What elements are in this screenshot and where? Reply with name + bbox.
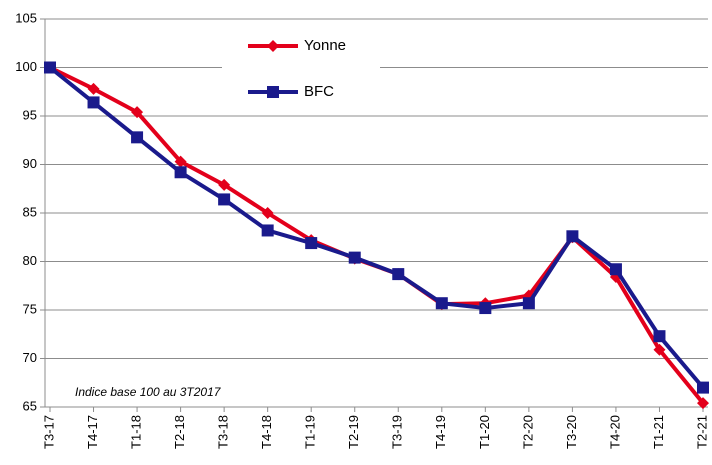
marker (566, 230, 579, 243)
y-tick-label: 70 (23, 350, 37, 365)
marker (174, 166, 187, 179)
y-tick-label: 90 (23, 156, 37, 171)
legend-marker (267, 86, 279, 98)
x-tick-label: T3-17 (41, 415, 56, 449)
legend-box (222, 28, 380, 103)
x-tick-label: T3-18 (216, 415, 231, 449)
y-tick-label: 85 (23, 204, 37, 219)
marker (479, 302, 492, 315)
x-tick-label: T2-18 (172, 415, 187, 449)
x-tick-label: T1-19 (303, 415, 318, 449)
marker (305, 237, 318, 250)
marker (653, 330, 666, 343)
x-tick-label: T2-19 (346, 415, 361, 449)
marker (653, 343, 666, 356)
series (44, 61, 709, 410)
x-tick-label: T2-21 (694, 415, 709, 449)
x-tick-label: T4-17 (85, 415, 100, 449)
grid (45, 18, 708, 408)
marker (609, 263, 622, 276)
marker (348, 251, 361, 264)
y-tick-label: 95 (23, 107, 37, 122)
y-tick-label: 75 (23, 301, 37, 316)
marker (44, 61, 56, 74)
marker (261, 207, 274, 219)
marker (697, 381, 709, 394)
series-line (48, 65, 705, 389)
marker (435, 297, 448, 310)
marker (392, 268, 405, 281)
marker (87, 82, 100, 95)
legend-label: BFC (304, 83, 334, 100)
marker (87, 96, 100, 109)
marker (131, 106, 144, 119)
marker (174, 155, 187, 168)
marker (261, 224, 274, 237)
x-tick-label: T3-19 (390, 415, 405, 449)
series (44, 61, 709, 394)
x-tick-label: T4-20 (607, 415, 622, 449)
x-tick-label: T1-18 (129, 415, 144, 449)
y-tick-label: 65 (23, 398, 37, 413)
y-tick-label: 105 (15, 10, 37, 25)
x-tick-label: T4-18 (259, 415, 274, 449)
x-tick-label: T3-20 (564, 415, 579, 449)
y-tick-label: 80 (23, 253, 37, 268)
legend: Yonne BFC (222, 28, 380, 103)
x-tick-label: T1-20 (477, 415, 492, 449)
marker (131, 131, 144, 144)
marker (218, 193, 231, 206)
x-tick-label: T2-20 (520, 415, 535, 449)
annotation: Indice base 100 au 3T2017 (75, 385, 222, 399)
legend-label: Yonne (304, 37, 346, 54)
series-line (49, 65, 705, 405)
x-tick-label: T4-19 (433, 415, 448, 449)
x-tick-label: T1-21 (651, 415, 666, 449)
marker (218, 178, 231, 191)
legend-marker (267, 40, 279, 52)
marker (522, 297, 535, 310)
marker (697, 397, 709, 410)
y-tick-label: 100 (15, 59, 37, 74)
